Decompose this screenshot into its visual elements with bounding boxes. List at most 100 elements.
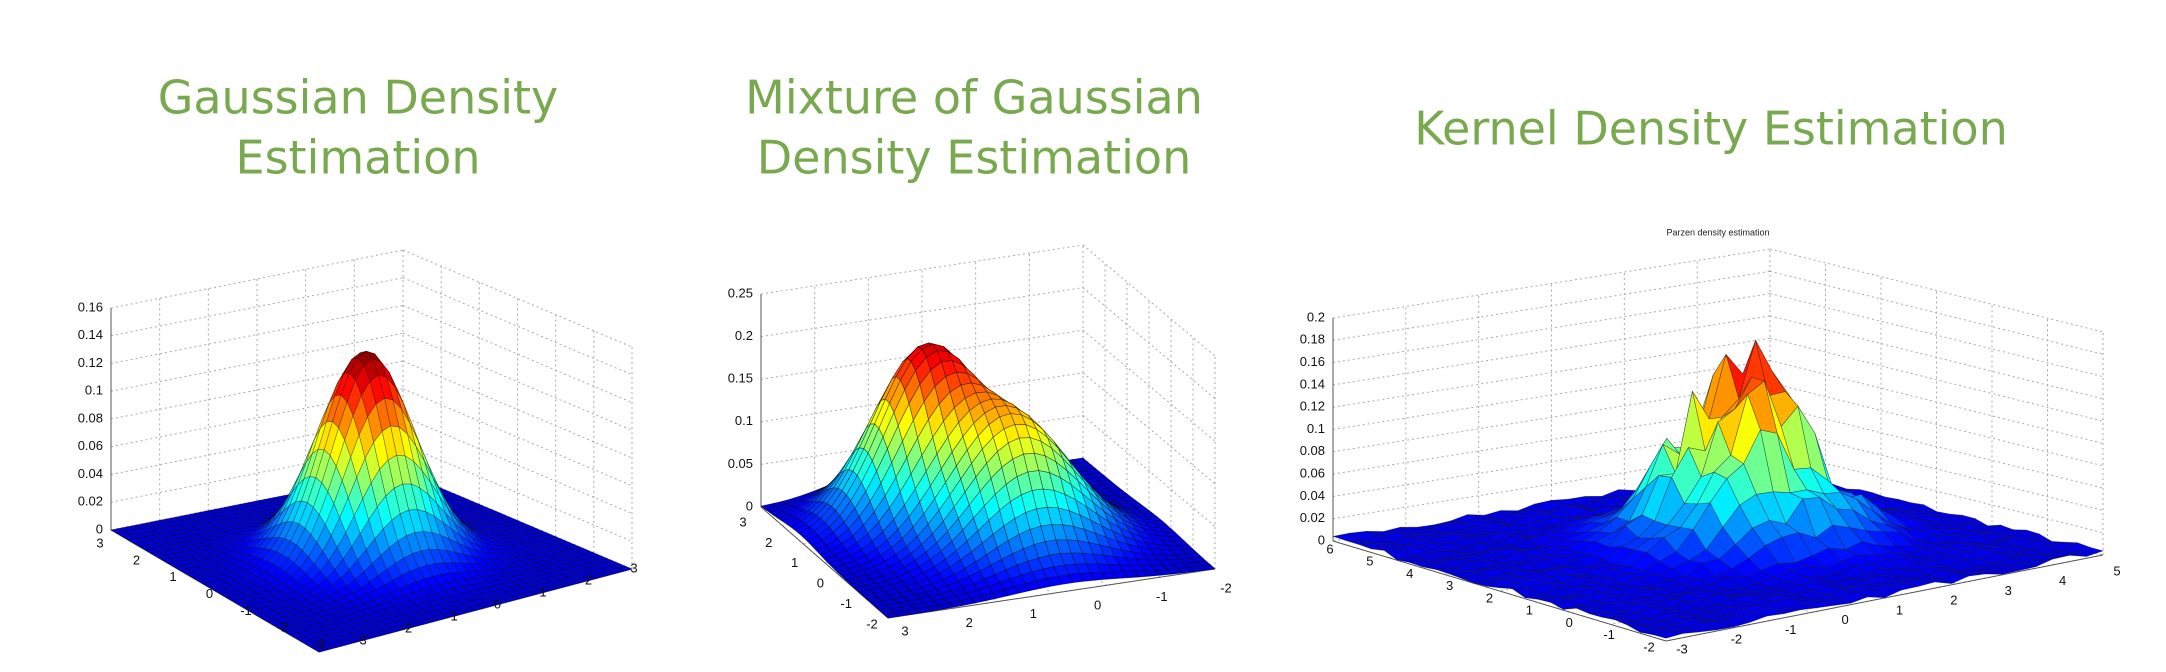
- y-tick-label: 4: [1406, 566, 1413, 581]
- x-tick-label: -1: [1785, 622, 1797, 637]
- wall-grid: [1769, 248, 2104, 333]
- wall-grid: [1332, 293, 1771, 364]
- wall-grid: [1082, 287, 1216, 399]
- panel-title: Estimation: [236, 131, 481, 185]
- z-tick-label: 0.02: [78, 494, 103, 509]
- x-tick-label: 5: [2113, 563, 2120, 578]
- y-tick-label: -2: [1643, 639, 1655, 654]
- wall-grid: [1769, 360, 2104, 444]
- z-tick-label: 0.1: [85, 383, 103, 398]
- panel-title: Gaussian Density: [158, 71, 559, 125]
- panel-title: Mixture of Gaussian: [745, 71, 1203, 125]
- y-tick-label: 2: [1486, 590, 1493, 605]
- wall-grid: [402, 443, 633, 542]
- x-tick-label: 2: [585, 572, 592, 587]
- y-tick-label: 6: [1326, 541, 1333, 556]
- z-tick-label: 0.04: [1300, 488, 1325, 503]
- x-tick-label: 3: [630, 560, 637, 575]
- axis-line: [1332, 540, 1667, 642]
- plot-title: Parzen density estimation: [1666, 227, 1769, 237]
- x-tick-label: 1: [1030, 606, 1037, 621]
- z-tick-label: 0.16: [1300, 354, 1325, 369]
- x-tick-label: 1: [539, 584, 546, 599]
- wall-grid: [1332, 270, 1771, 341]
- x-tick-label: 3: [2005, 583, 2012, 598]
- wall-grid: [760, 372, 1084, 423]
- wall-grid: [1082, 244, 1216, 357]
- z-tick-label: 0.12: [1300, 399, 1325, 414]
- y-tick-label: 5: [1366, 554, 1373, 569]
- wall-grid: [1332, 449, 1771, 520]
- z-tick-label: 0.18: [1300, 332, 1325, 347]
- surface-facet: [312, 645, 329, 653]
- wall-grid: [402, 416, 633, 514]
- z-tick-label: 0.15: [728, 371, 753, 386]
- x-tick-label: 1: [1896, 602, 1903, 617]
- wall-grid: [402, 249, 633, 348]
- x-tick-label: 2: [1950, 593, 1957, 608]
- y-tick-label: 1: [169, 569, 176, 584]
- x-tick-label: -2: [1731, 632, 1743, 647]
- z-tick-label: 0: [96, 521, 103, 536]
- z-tick-label: 0: [1318, 532, 1325, 547]
- wall-grid: [1082, 415, 1216, 527]
- wall-grid: [110, 277, 404, 337]
- z-tick-label: 0.1: [1307, 421, 1325, 436]
- wall-grid: [402, 388, 633, 487]
- wall-grid: [1332, 404, 1771, 475]
- surface-facet: [883, 612, 900, 619]
- x-tick-label: -2: [401, 620, 413, 635]
- z-tick-label: 0.14: [78, 327, 103, 342]
- y-tick-label: 3: [739, 514, 746, 529]
- wall-grid: [1769, 426, 2104, 511]
- panel-title: Density Estimation: [757, 131, 1191, 185]
- z-tick-label: 0.06: [78, 438, 103, 453]
- y-tick-label: 0: [206, 586, 213, 601]
- x-tick-label: -2: [1220, 580, 1232, 595]
- x-tick-label: -1: [1156, 589, 1168, 604]
- y-tick-label: -1: [240, 603, 252, 618]
- y-tick-label: -3: [313, 636, 325, 651]
- y-tick-label: 3: [1446, 578, 1453, 593]
- wall-grid: [1332, 360, 1771, 430]
- wall-grid: [1769, 293, 2104, 378]
- y-tick-label: -1: [840, 596, 852, 611]
- z-tick-label: 0: [746, 498, 753, 513]
- x-tick-label: 0: [494, 596, 501, 611]
- wall-grid: [402, 332, 633, 431]
- panel-title: Kernel Density Estimation: [1414, 102, 2008, 156]
- y-tick-label: 3: [96, 535, 103, 550]
- x-tick-label: -3: [355, 632, 367, 647]
- wall-grid: [1769, 449, 2104, 534]
- z-tick-label: 0.12: [78, 355, 103, 370]
- wall-grid: [760, 329, 1084, 380]
- z-tick-label: 0.04: [78, 466, 103, 481]
- z-tick-label: 0.14: [1300, 376, 1325, 391]
- x-tick-label: 0: [1094, 598, 1101, 613]
- wall-grid: [402, 360, 633, 459]
- wall-grid: [402, 277, 633, 376]
- z-tick-label: 0.08: [1300, 443, 1325, 458]
- z-tick-label: 0.1: [735, 413, 753, 428]
- y-tick-label: 1: [1526, 603, 1533, 618]
- x-tick-label: 3: [901, 623, 908, 638]
- wall-grid: [402, 305, 633, 403]
- x-tick-label: -1: [446, 608, 458, 623]
- wall-grid: [402, 471, 633, 570]
- y-tick-label: 0: [1566, 615, 1573, 630]
- z-tick-label: 0.02: [1300, 510, 1325, 525]
- axis-line: [887, 568, 1216, 619]
- z-tick-label: 0.2: [1307, 309, 1325, 324]
- wall-grid: [1769, 315, 2104, 400]
- z-tick-label: 0.25: [728, 285, 753, 300]
- y-tick-label: -2: [866, 616, 878, 631]
- wall-grid: [1332, 315, 1771, 386]
- wall-grid: [760, 244, 1084, 295]
- y-tick-label: -2: [277, 620, 289, 635]
- x-tick-label: 0: [1842, 612, 1849, 627]
- x-tick-label: 2: [966, 615, 973, 630]
- x-tick-label: 4: [2059, 573, 2066, 588]
- z-tick-label: 0.06: [1300, 466, 1325, 481]
- z-tick-label: 0.16: [78, 299, 103, 314]
- wall-grid: [1082, 329, 1216, 442]
